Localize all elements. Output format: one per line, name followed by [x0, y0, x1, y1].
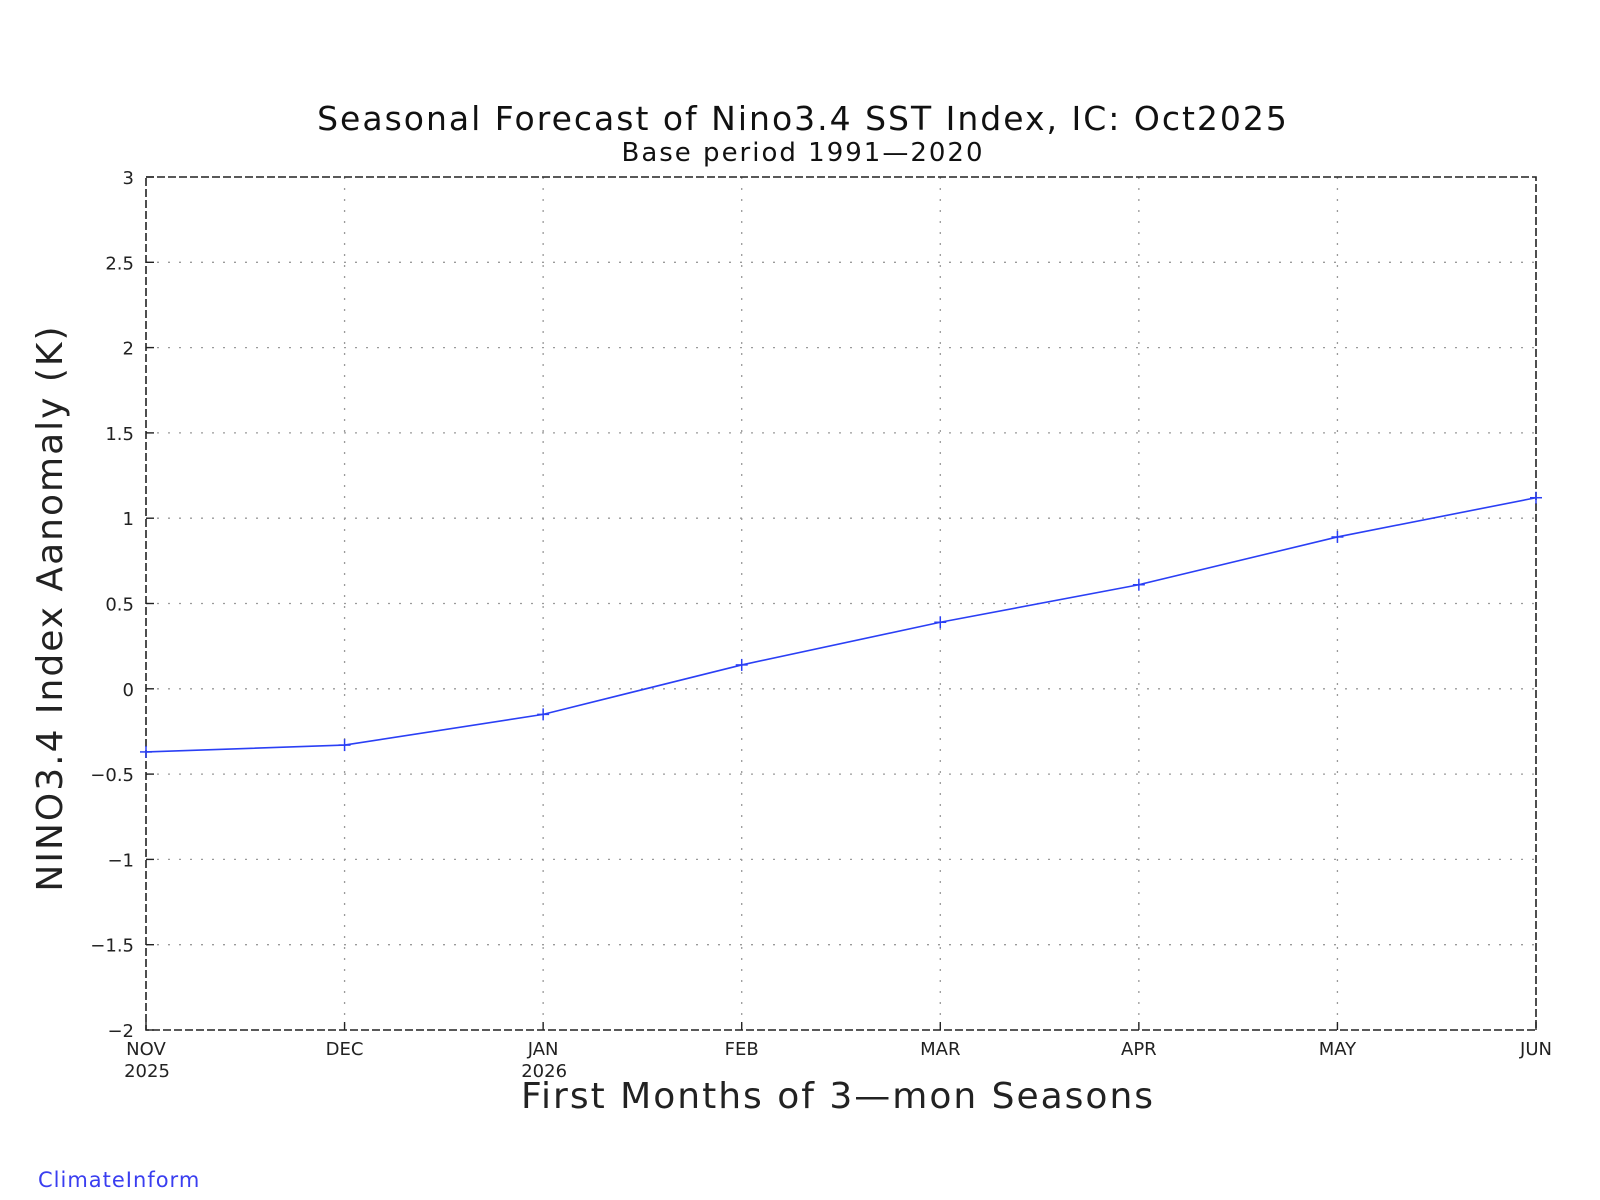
- y-tick-label: −1: [107, 850, 134, 871]
- data-point-marker: [1132, 578, 1145, 591]
- data-point-marker: [338, 739, 351, 752]
- x-tick-label: JAN: [527, 1039, 559, 1060]
- x-tick-label: NOV: [126, 1039, 166, 1060]
- data-point-marker: [735, 658, 748, 671]
- x-tick-label: DEC: [326, 1039, 364, 1060]
- x-tick-year-label: 2025: [124, 1061, 170, 1082]
- data-point-marker: [140, 745, 152, 758]
- data-point-marker: [1530, 491, 1542, 504]
- x-tick-label: MAR: [920, 1039, 960, 1060]
- data-point-marker: [537, 708, 550, 721]
- y-tick-label: 2.5: [105, 253, 134, 274]
- series-group: [140, 491, 1542, 758]
- y-tick-label: 1: [123, 509, 134, 530]
- credit-label: ClimateInform: [38, 1168, 201, 1192]
- grid-lines: [146, 177, 1536, 1030]
- y-tick-label: 0.5: [105, 595, 134, 616]
- y-tick-label: 1.5: [105, 424, 134, 445]
- x-axis-label: First Months of 3—mon Seasons: [521, 1076, 1155, 1117]
- y-tick-label: −1.5: [90, 936, 134, 957]
- y-tick-label: 2: [123, 339, 134, 360]
- y-tick-label: −0.5: [90, 765, 134, 786]
- y-tick-label: −2: [107, 1021, 134, 1042]
- x-tick-label: APR: [1121, 1039, 1157, 1060]
- data-point-marker: [1331, 530, 1344, 543]
- data-point-marker: [934, 616, 947, 629]
- chart-title: Seasonal Forecast of Nino3.4 SST Index, …: [317, 99, 1289, 138]
- y-axis-label: NINO3.4 Index Aanomaly (K): [30, 324, 71, 891]
- x-tick-year-label: 2026: [521, 1061, 567, 1082]
- y-tick-label: 0: [123, 680, 134, 701]
- y-axis: 3 2.5 2 1.5 1 0.5 0 −0.5 −1 −1.5 −2: [90, 168, 154, 1042]
- x-tick-label: MAY: [1319, 1039, 1357, 1060]
- x-tick-label: JUN: [1519, 1039, 1552, 1060]
- x-tick-label: FEB: [725, 1039, 759, 1060]
- chart-subtitle: Base period 1991—2020: [621, 138, 984, 168]
- series-line: [145, 496, 1537, 753]
- y-tick-label: 3: [123, 168, 134, 189]
